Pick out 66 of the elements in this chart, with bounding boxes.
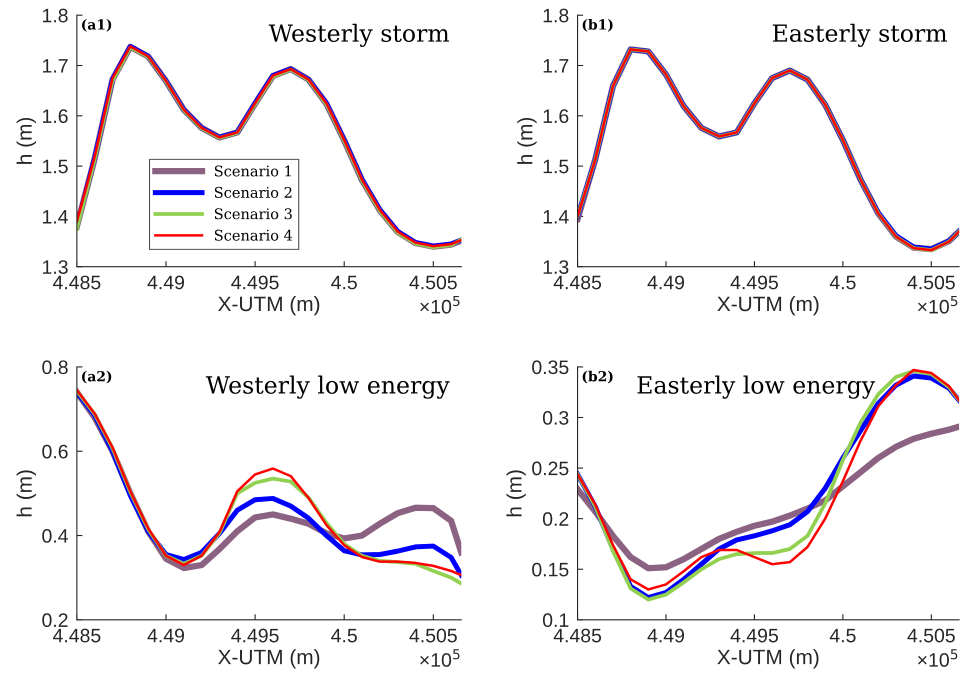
y-axis-title: h (m) (16, 118, 36, 164)
y-tick-label: 0.2 (542, 512, 568, 526)
x-tick-label: 4.485 (554, 276, 602, 290)
y-tick-label: 0.2 (42, 613, 68, 628)
y-tick-label: 0.35 (532, 360, 568, 374)
x-tick-label: 4.49 (648, 276, 684, 290)
y-tick-label: 0.8 (42, 360, 68, 374)
annotation: (b1) (582, 18, 613, 32)
y-axis-title: h (m) (16, 470, 36, 516)
x-axis-title: X-UTM (m) (218, 649, 320, 668)
x-tick-label: 4.5 (331, 628, 357, 642)
x-tick-label: 4.485 (53, 628, 100, 642)
x-tick-label: 4.505 (907, 276, 955, 290)
legend-label: Scenario 4 (214, 230, 292, 241)
x-tick-label: 4.505 (409, 276, 457, 290)
y-tick-label: 1.3 (43, 260, 68, 274)
x-tick-label: 4.505 (907, 628, 955, 642)
chart-title: Westerly storm (268, 24, 450, 47)
annotation: (b2) (582, 370, 613, 384)
x-tick-label: 4.49 (648, 628, 684, 642)
legend-label: Scenario 1 (214, 165, 291, 176)
x-tick-label: 4.495 (231, 628, 279, 642)
text: ×10$^{5}$ (918, 296, 958, 314)
y-tick-label: 0.1 (542, 613, 568, 628)
chart-title: Westerly low energy (206, 376, 450, 399)
y-tick-label: 1.4 (43, 210, 68, 224)
x-tick-label: 4.505 (409, 628, 457, 642)
x-tick-label: 4.485 (53, 276, 100, 290)
x-axis-title: X-UTM (m) (717, 649, 819, 668)
annotation: (a1) (82, 18, 112, 32)
x-tick-label: 4.5 (331, 276, 357, 290)
text: ×10$^{5}$ (918, 649, 958, 667)
y-tick-label: 0.6 (42, 444, 68, 458)
chart-title: Easterly storm (772, 24, 947, 47)
chart-title: Easterly low energy (637, 376, 876, 399)
y-tick-label: 0.3 (542, 410, 568, 425)
y-tick-label: 1.7 (43, 59, 68, 73)
x-axis-title: X-UTM (m) (717, 296, 819, 316)
y-tick-label: 0.4 (42, 528, 68, 543)
y-tick-label: 1.6 (544, 109, 568, 124)
y-tick-label: 1.3 (544, 260, 568, 274)
x-tick-label: 4.495 (231, 276, 279, 290)
x-tick-label: 4.495 (730, 276, 778, 290)
x-tick-label: 4.49 (148, 276, 184, 290)
legend-label: Scenario 3 (214, 208, 292, 220)
annotation: (a2) (82, 370, 112, 384)
y-tick-label: 1.8 (544, 8, 568, 22)
x-axis-title: X-UTM (m) (218, 296, 320, 316)
y-tick-label: 1.5 (544, 160, 568, 174)
y-axis-title: h (m) (517, 118, 537, 164)
legend-label: Scenario 2 (214, 186, 292, 198)
x-tick-label: 4.495 (730, 628, 778, 642)
x-tick-label: 4.49 (148, 628, 184, 642)
y-tick-label: 0.25 (532, 462, 568, 476)
y-tick-label: 1.4 (544, 210, 569, 224)
y-tick-label: 1.5 (43, 160, 68, 174)
x-tick-label: 4.5 (830, 628, 856, 642)
text: ×10$^{5}$ (420, 296, 460, 314)
y-tick-label: 1.6 (43, 109, 68, 124)
text: ×10$^{5}$ (420, 649, 460, 667)
y-tick-label: 1.8 (43, 8, 68, 22)
x-tick-label: 4.5 (830, 276, 856, 290)
y-axis-title: h (m) (506, 470, 526, 516)
x-tick-label: 4.485 (554, 628, 602, 642)
y-tick-label: 1.7 (544, 59, 568, 73)
y-tick-label: 0.15 (532, 562, 568, 576)
